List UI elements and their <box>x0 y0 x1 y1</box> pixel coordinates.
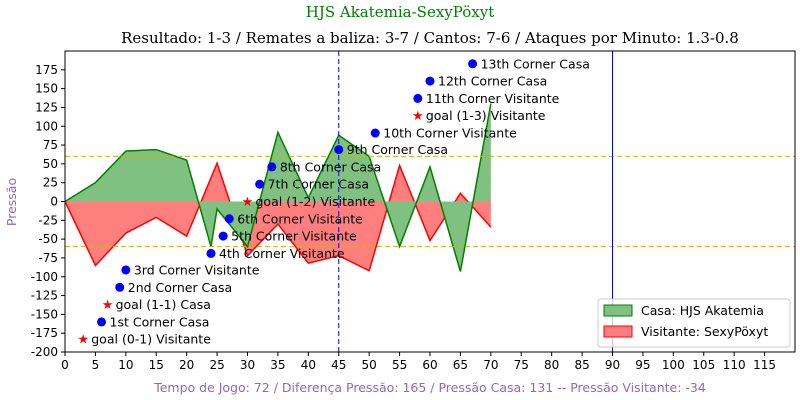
annotation-label: 6th Corner Visitante <box>237 211 363 226</box>
annotation-label: 12th Corner Casa <box>438 74 547 89</box>
y-tick-label: -75 <box>38 251 58 265</box>
y-tick-label: 0 <box>50 195 58 209</box>
x-tick-label: 95 <box>635 358 650 372</box>
annotation-label: 9th Corner Casa <box>347 142 448 157</box>
annotation-label: 5th Corner Visitante <box>231 229 357 244</box>
x-tick-label: 70 <box>483 358 498 372</box>
corner-dot-12 <box>334 145 344 155</box>
goal-star-icon: ★ <box>77 333 89 348</box>
annotation-label: goal (1-2) Visitante <box>256 194 376 209</box>
y-tick-label: -125 <box>31 289 58 303</box>
annotation-label: 11th Corner Visitante <box>426 91 560 106</box>
annotation-label: 10th Corner Visitante <box>383 126 517 141</box>
x-tick-label: 15 <box>149 358 164 372</box>
goal-star-icon: ★ <box>242 195 254 210</box>
corner-dot-10 <box>255 179 265 189</box>
y-tick-label: -100 <box>31 270 58 284</box>
x-tick-label: 5 <box>92 358 100 372</box>
y-tick-label: 150 <box>35 82 58 96</box>
y-tick-label: -50 <box>38 232 58 246</box>
legend-swatch-away <box>603 325 633 338</box>
x-tick-label: 0 <box>61 358 69 372</box>
home-series-line <box>64 103 492 272</box>
x-tick-label: 35 <box>270 358 285 372</box>
legend-label-home: Casa: HJS Akatemia <box>641 303 764 318</box>
y-tick-label: 25 <box>43 176 58 190</box>
y-axis-label: Pressão <box>4 178 19 226</box>
corner-dot-13 <box>370 128 380 138</box>
annotation-label: goal (1-1) Casa <box>116 297 211 312</box>
x-tick-label: 45 <box>331 358 346 372</box>
legend-box <box>597 298 791 348</box>
goal-star-icon: ★ <box>102 298 114 313</box>
corner-dot-5 <box>121 265 131 275</box>
corner-dot-2 <box>97 317 106 327</box>
away-series-area <box>65 163 491 271</box>
annotation-label: 4th Corner Visitante <box>219 246 345 261</box>
x-axis-label: Tempo de Jogo: 72 / Diferença Pressão: 1… <box>153 380 706 395</box>
x-tick-label: 115 <box>753 358 776 372</box>
annotation-label: 3rd Corner Visitante <box>134 262 260 277</box>
goal-star-icon: ★ <box>412 109 424 124</box>
x-tick-label: 75 <box>514 358 529 372</box>
annotation-label: 8th Corner Casa <box>280 159 381 174</box>
x-tick-label: 80 <box>544 358 559 372</box>
x-tick-label: 30 <box>240 358 255 372</box>
y-tick-label: -150 <box>31 307 58 321</box>
y-tick-label: 175 <box>35 63 58 77</box>
y-tick-label: -25 <box>38 213 58 227</box>
x-tick-label: 105 <box>692 358 715 372</box>
away-series-line <box>64 160 492 272</box>
corner-dot-11 <box>267 162 277 172</box>
x-tick-label: 25 <box>209 358 224 372</box>
x-tick-label: 100 <box>662 358 685 372</box>
home-series-area <box>65 103 491 272</box>
x-tick-label: 20 <box>179 358 194 372</box>
y-tick-label: -175 <box>31 326 58 340</box>
corner-dot-6 <box>206 248 216 258</box>
y-tick-label: 125 <box>35 100 58 114</box>
legend-label-away: Visitante: SexyPöxyt <box>641 324 768 339</box>
legend-swatch-home <box>603 304 633 317</box>
y-tick-label: 50 <box>43 157 58 171</box>
x-tick-label: 65 <box>453 358 468 372</box>
x-tick-label: 50 <box>362 358 377 372</box>
x-tick-label: 55 <box>392 358 407 372</box>
annotation-label: 1st Corner Casa <box>110 314 210 329</box>
x-tick-label: 85 <box>574 358 589 372</box>
x-tick-label: 90 <box>605 358 620 372</box>
annotation-label: 2nd Corner Casa <box>128 280 232 295</box>
y-tick-label: 75 <box>43 138 58 152</box>
x-tick-label: 60 <box>422 358 437 372</box>
x-tick-label: 110 <box>723 358 746 372</box>
annotation-label: goal (0-1) Visitante <box>91 332 211 347</box>
annotation-label: goal (1-3) Visitante <box>426 108 546 123</box>
corner-dot-4 <box>115 282 125 292</box>
legend: Casa: HJS Akatemia Visitante: SexyPöxyt <box>597 298 791 348</box>
chart-title: HJS Akatemia-SexyPöxyt <box>306 3 495 21</box>
corner-dot-15 <box>413 93 423 103</box>
annotation-label: 13th Corner Casa <box>481 56 590 71</box>
x-tick-label: 40 <box>301 358 316 372</box>
corner-dot-8 <box>224 214 234 224</box>
corner-dot-17 <box>468 59 478 69</box>
y-tick-label: 100 <box>35 119 58 133</box>
corner-dot-16 <box>425 76 435 86</box>
y-tick-label: -200 <box>31 345 58 359</box>
x-tick-label: 10 <box>118 358 133 372</box>
annotation-label: 7th Corner Casa <box>268 177 369 192</box>
chart-subtitle: Resultado: 1-3 / Remates a baliza: 3-7 /… <box>121 29 739 47</box>
corner-dot-7 <box>218 231 228 241</box>
